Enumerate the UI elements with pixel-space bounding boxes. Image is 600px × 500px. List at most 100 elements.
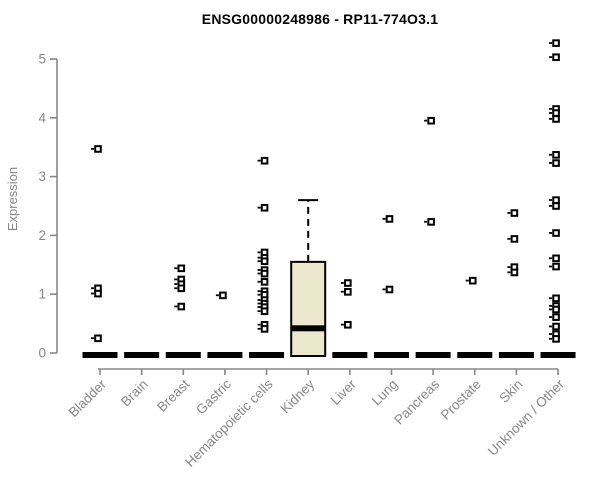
- outlier-point: [510, 209, 519, 217]
- outlier-point-tick: [549, 107, 553, 110]
- zero-median-bar: [207, 352, 243, 358]
- outlier-point: [177, 302, 186, 311]
- zero-median-bar: [124, 352, 160, 358]
- zero-median-bar: [165, 352, 201, 358]
- outlier-point-tick: [257, 159, 261, 162]
- outlier-point-tick: [91, 287, 94, 290]
- outlier-point-tick: [424, 220, 428, 223]
- outlier-point-tick: [174, 267, 178, 270]
- outlier-point: [552, 294, 560, 303]
- zero-median-bar: [373, 352, 409, 358]
- outlier-point-tick: [507, 237, 511, 240]
- outlier-point: [260, 325, 269, 333]
- outlier-point: [552, 305, 560, 314]
- outlier-point: [260, 307, 269, 316]
- outlier-point: [94, 334, 102, 343]
- outlier-point: [177, 264, 186, 273]
- y-tick-label: 1: [38, 287, 46, 302]
- x-tick-label: Prostate: [438, 377, 484, 423]
- outlier-point-tick: [257, 327, 261, 330]
- outlier-point-tick: [340, 290, 344, 293]
- x-tick-label: Brain: [118, 377, 151, 410]
- outlier-point-tick: [257, 310, 261, 313]
- outlier-point-tick: [257, 206, 261, 209]
- x-tick-label: Liver: [328, 376, 360, 408]
- x-tick-label: Gastric: [193, 376, 234, 417]
- y-tick-label: 4: [38, 110, 46, 125]
- median-line: [291, 325, 326, 332]
- outlier-point: [385, 285, 394, 294]
- outlier-point-tick: [257, 290, 261, 293]
- outlier-point-tick: [549, 56, 553, 59]
- outlier-point: [552, 39, 560, 47]
- x-tick-label: Kidney: [278, 376, 318, 416]
- outlier-point-tick: [465, 279, 469, 282]
- x-tick-label: Skin: [496, 377, 525, 406]
- outlier-point-tick: [382, 288, 386, 291]
- x-tick-label: Breast: [154, 376, 192, 414]
- outlier-point-tick: [549, 232, 553, 234]
- x-tick-label: Lung: [369, 377, 401, 409]
- outlier-point: [510, 235, 519, 243]
- outlier-point: [260, 269, 269, 278]
- outlier-point-tick: [91, 147, 94, 150]
- outlier-point-tick: [257, 256, 261, 259]
- outlier-point: [552, 202, 560, 210]
- outlier-point-tick: [257, 323, 261, 326]
- outlier-point-tick: [549, 117, 553, 120]
- outlier-point: [260, 156, 269, 165]
- outlier-point-tick: [549, 325, 553, 328]
- outlier-point-tick: [257, 260, 261, 263]
- outlier-point: [344, 288, 352, 296]
- outlier-point-tick: [340, 282, 344, 284]
- outlier-point-tick: [174, 305, 178, 308]
- outlier-point-tick: [549, 112, 553, 114]
- outlier-point-tick: [215, 294, 219, 297]
- outlier-point-tick: [257, 306, 261, 308]
- zero-median-bar: [498, 352, 534, 358]
- outlier-point: [427, 116, 435, 125]
- outlier-point-tick: [257, 269, 261, 271]
- y-tick-label: 5: [38, 52, 46, 67]
- outlier-point-tick: [549, 316, 553, 318]
- zero-median-bar: [457, 352, 493, 358]
- x-tick-label: Bladder: [66, 376, 110, 420]
- chart-title: ENSG00000248986 - RP11-774O3.1: [201, 11, 439, 27]
- outlier-point-tick: [549, 333, 553, 335]
- outlier-point: [94, 289, 102, 298]
- y-tick-label: 3: [38, 169, 46, 184]
- outlier-point-tick: [549, 308, 553, 311]
- outlier-point: [552, 53, 560, 62]
- zero-median-bar: [82, 352, 118, 358]
- outlier-point: [260, 278, 269, 286]
- zero-median-bar: [415, 352, 451, 358]
- outlier-point-tick: [257, 293, 261, 296]
- outlier-point-tick: [174, 278, 178, 281]
- outlier-point: [552, 151, 560, 159]
- outlier-point: [552, 109, 560, 117]
- outlier-point-tick: [91, 337, 94, 340]
- outlier-point-tick: [549, 205, 553, 207]
- outlier-point-tick: [507, 271, 511, 274]
- x-tick-label: Pancreas: [391, 376, 442, 427]
- outlier-point-tick: [257, 302, 261, 305]
- outlier-point-tick: [549, 42, 553, 44]
- outlier-point: [552, 254, 560, 263]
- outlier-point-tick: [174, 283, 178, 286]
- outlier-point-tick: [340, 323, 344, 326]
- outlier-point: [260, 203, 269, 212]
- outlier-point: [510, 268, 519, 277]
- outlier-point: [219, 291, 227, 300]
- zero-median-bar: [332, 352, 368, 358]
- outlier-point: [552, 322, 560, 331]
- outlier-point: [552, 196, 560, 204]
- outlier-point: [344, 320, 352, 329]
- outlier-point-tick: [549, 297, 553, 300]
- outlier-point-tick: [549, 199, 553, 201]
- outlier-point-tick: [382, 217, 386, 220]
- outlier-point-tick: [257, 299, 261, 301]
- outlier-point-tick: [549, 337, 553, 340]
- outlier-point-tick: [549, 304, 553, 307]
